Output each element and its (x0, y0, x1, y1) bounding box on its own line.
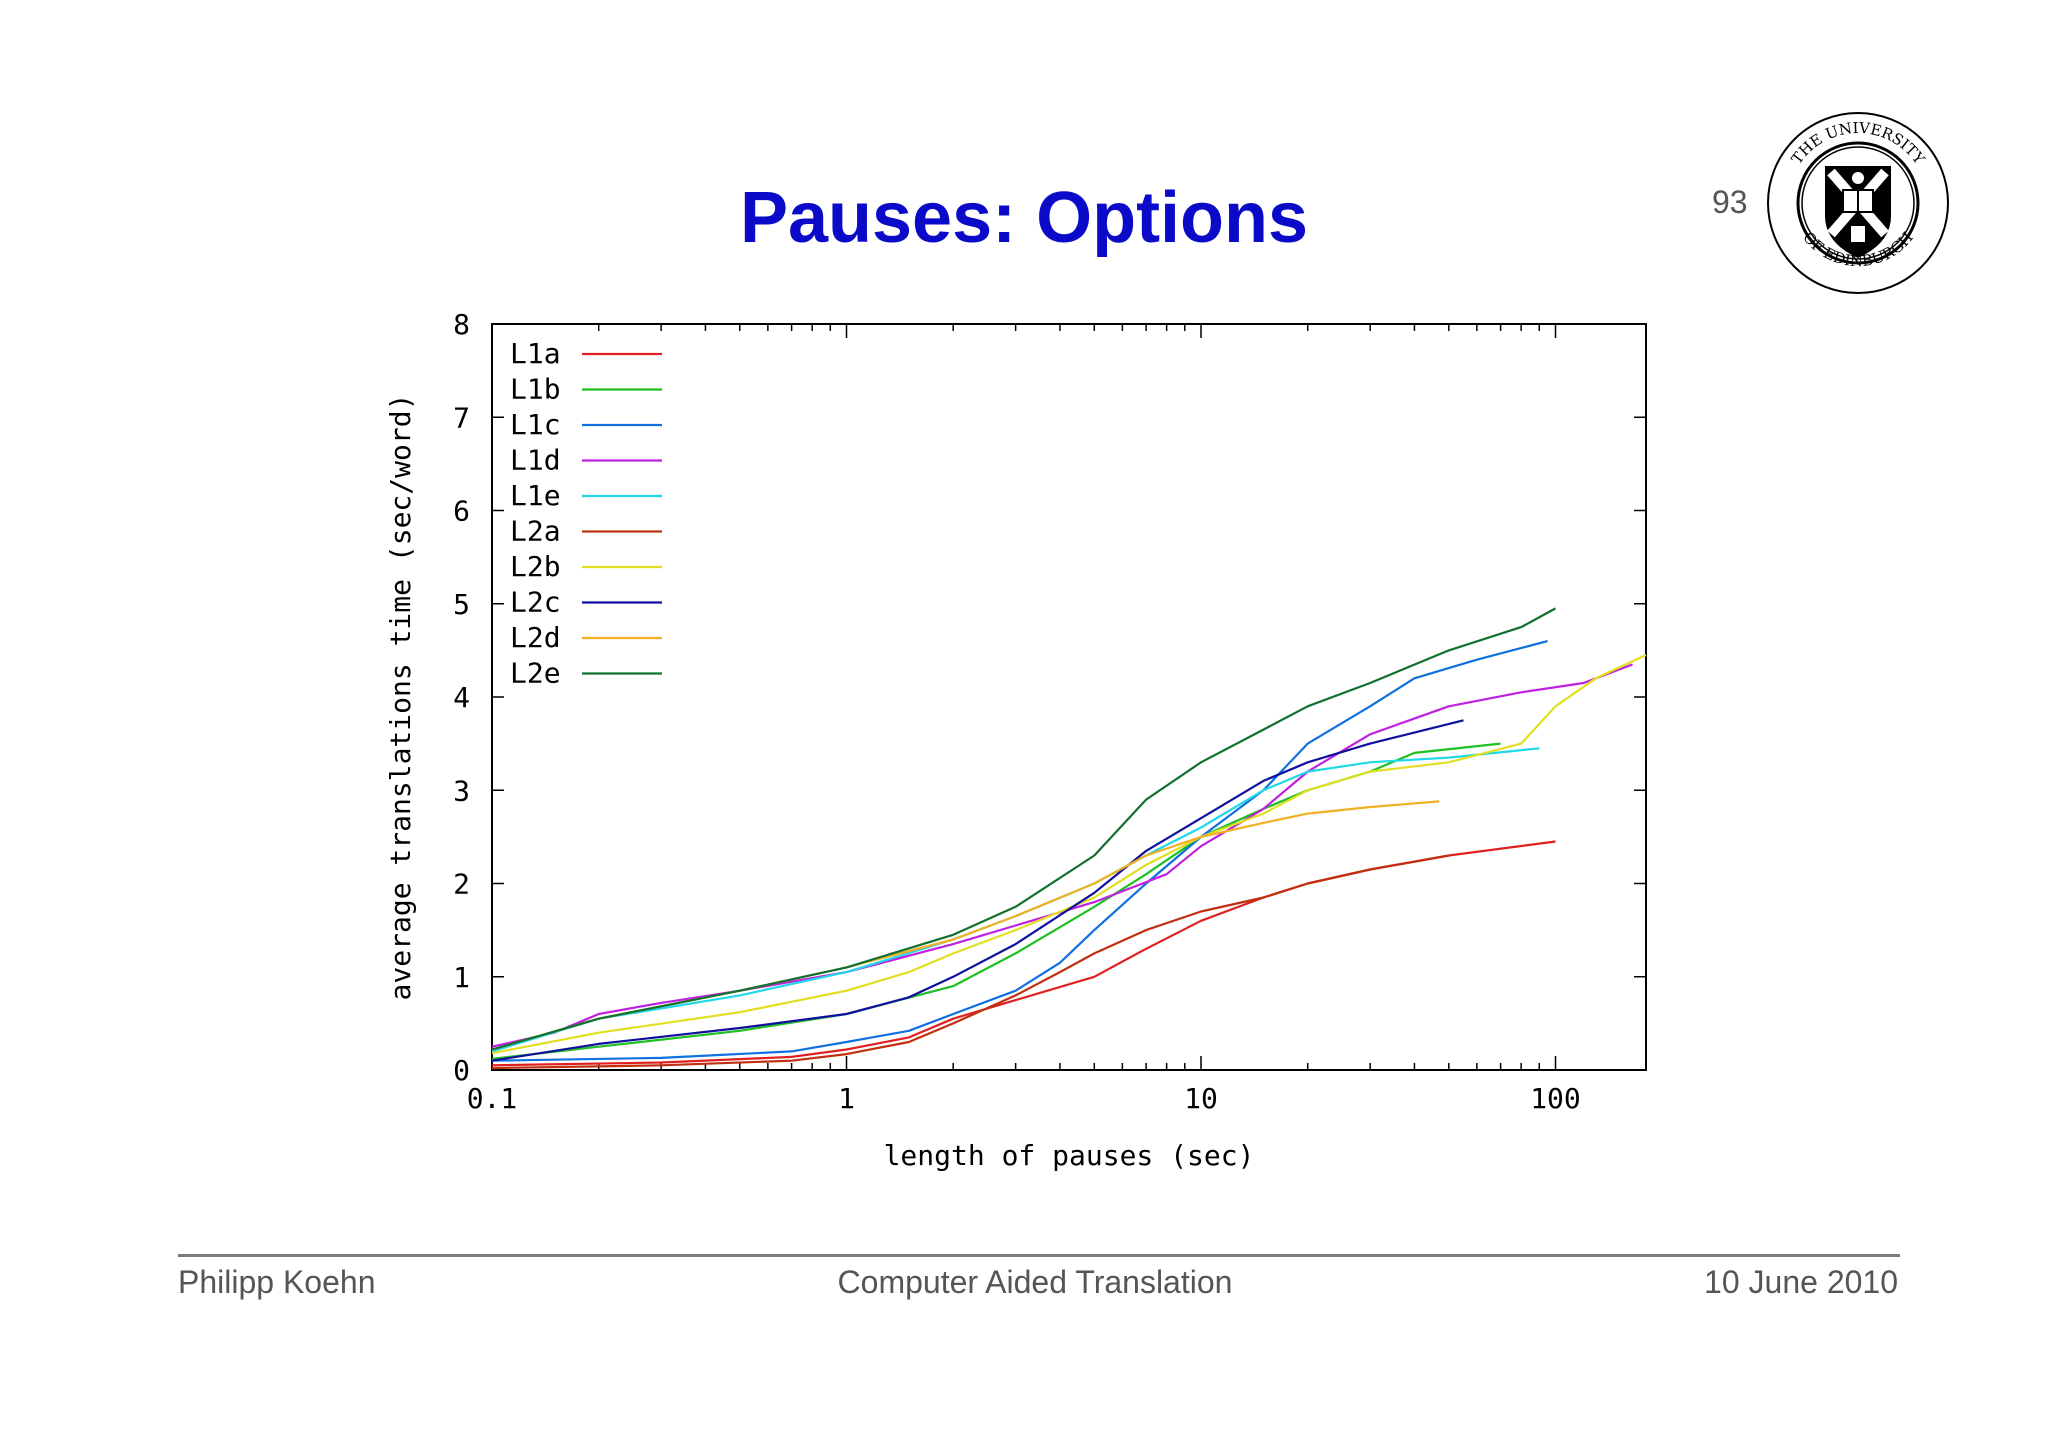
series-line-l2c (491, 719, 1464, 1062)
legend-label-l2e: L2e (510, 657, 561, 690)
y-tick-label: 7 (453, 401, 470, 434)
x-axis-label: length of pauses (sec) (884, 1139, 1255, 1172)
slide-title: Pauses: Options (739, 178, 1309, 258)
y-tick-label: 6 (453, 495, 470, 528)
legend-label-l1d: L1d (510, 444, 561, 477)
legend-label-l2c: L2c (510, 586, 561, 619)
y-tick-label: 1 (453, 961, 470, 994)
y-tick-label: 5 (453, 588, 470, 621)
y-tick-label: 0 (453, 1054, 470, 1087)
y-tick-label: 4 (453, 681, 470, 714)
footer-divider (178, 1254, 1900, 1257)
series-line-l1c (491, 640, 1548, 1062)
x-tick-label: 100 (1530, 1082, 1581, 1115)
footer-author: Philipp Koehn (178, 1264, 376, 1300)
university-crest-logo: THE UNIVERSITY OF EDINBURGH (1767, 112, 1949, 294)
x-tick-label: 0.1 (467, 1082, 518, 1115)
x-tick-label: 1 (838, 1082, 855, 1115)
legend-label-l1e: L1e (510, 479, 561, 512)
plot-area (491, 323, 1647, 1071)
legend-label-l1b: L1b (510, 373, 561, 406)
series-line-l2b (491, 654, 1647, 1055)
y-tick-label: 3 (453, 774, 470, 807)
footer-date: 10 June 2010 (1704, 1264, 1898, 1300)
y-tick-label: 2 (453, 868, 470, 901)
y-axis-label: average translations time (sec/word) (384, 394, 417, 1001)
legend-label-l1c: L1c (510, 408, 561, 441)
x-tick-label: 10 (1184, 1082, 1218, 1115)
series-line-l2a (491, 854, 1449, 1070)
legend-label-l2a: L2a (510, 515, 561, 548)
series-line-l1d (491, 663, 1633, 1048)
footer-course: Computer Aided Translation (837, 1264, 1233, 1300)
y-tick-label: 8 (453, 308, 470, 341)
series-line-l2e (491, 607, 1557, 1051)
legend-label-l2b: L2b (510, 550, 561, 583)
legend-label-l2d: L2d (510, 621, 561, 654)
page-number: 93 (1712, 184, 1748, 220)
series-line-l1a (491, 840, 1556, 1067)
legend-label-l1a: L1a (510, 337, 561, 370)
